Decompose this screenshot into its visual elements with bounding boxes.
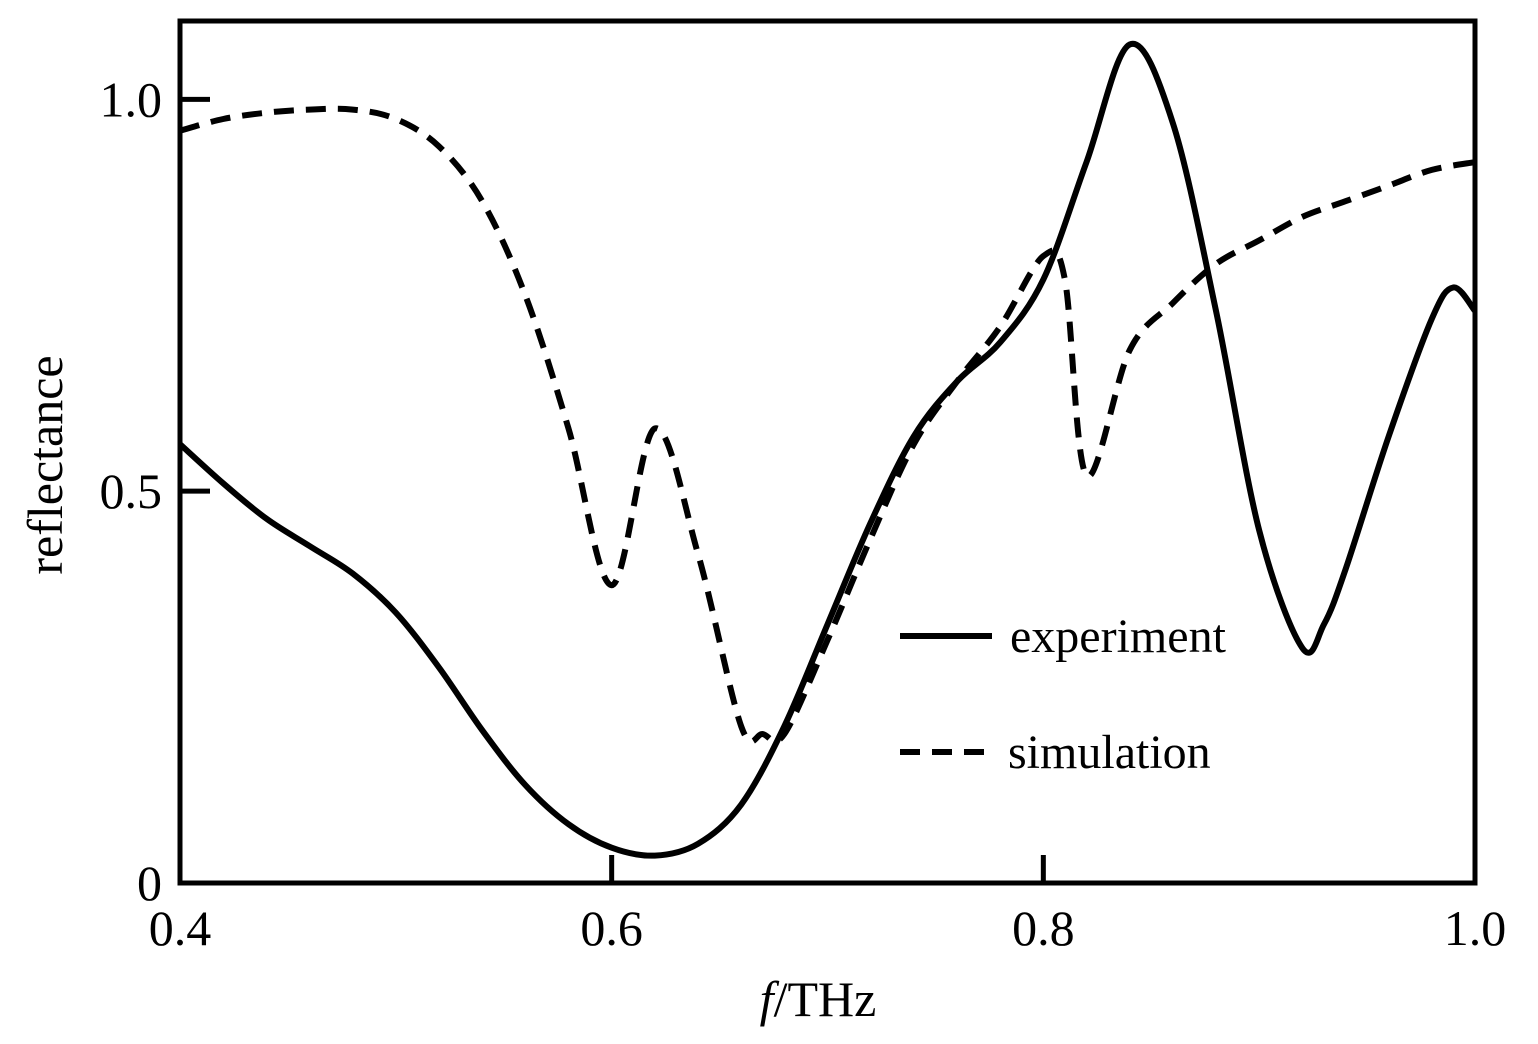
legend-label-experiment: experiment xyxy=(1010,610,1227,663)
y-axis-title: reflectance xyxy=(17,355,73,574)
y-tick-label: 0 xyxy=(137,855,162,911)
y-tick-label: 1.0 xyxy=(100,71,163,127)
series-line-experiment xyxy=(177,40,1478,859)
series-line-simulation xyxy=(179,105,1476,745)
series-layer xyxy=(177,40,1478,859)
labels-layer: 0.4 0.6 0.8 1.0 0 0.5 1.0 xyxy=(100,71,1507,956)
x-tick-label: 0.6 xyxy=(580,900,643,956)
legend: experiment simulation xyxy=(900,610,1227,779)
x-tick-label: 0.8 xyxy=(1012,900,1075,956)
x-axis-title: f/THz xyxy=(760,971,877,1027)
ticks-layer xyxy=(177,96,1478,886)
plot-frame xyxy=(177,18,1478,886)
x-tick-label: 1.0 xyxy=(1444,900,1507,956)
x-tick-label: 0.4 xyxy=(149,900,212,956)
y-tick-label: 0.5 xyxy=(100,463,163,519)
x-axis-title-unit: /THz xyxy=(774,971,877,1027)
legend-label-simulation: simulation xyxy=(1008,726,1211,779)
